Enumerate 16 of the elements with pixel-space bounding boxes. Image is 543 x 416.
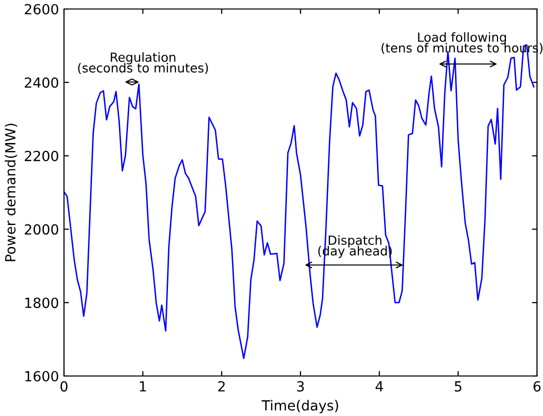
annotation: Regulation (seconds to minutes) (78, 52, 208, 74)
x-tick-label: 5 (454, 381, 462, 392)
y-tick-label: 1600 (25, 370, 58, 382)
y-axis-title: Power demand(MW) (4, 124, 18, 262)
y-tick-label: 2200 (24, 150, 58, 162)
x-tick-label: 3 (297, 381, 304, 392)
x-tick-label: 4 (376, 381, 383, 392)
y-tick-label: 2600 (24, 4, 58, 14)
y-tick-label: 2000 (24, 224, 58, 235)
y-tick-label: 2400 (24, 77, 58, 88)
x-tick-label: 1 (140, 381, 146, 392)
x-tick-label: 2 (218, 381, 225, 392)
x-tick-label: 0 (60, 381, 68, 392)
x-axis-title: Time(days) (262, 400, 338, 414)
y-tick-label: 1800 (25, 298, 58, 308)
x-tick-label: 6 (534, 381, 541, 392)
